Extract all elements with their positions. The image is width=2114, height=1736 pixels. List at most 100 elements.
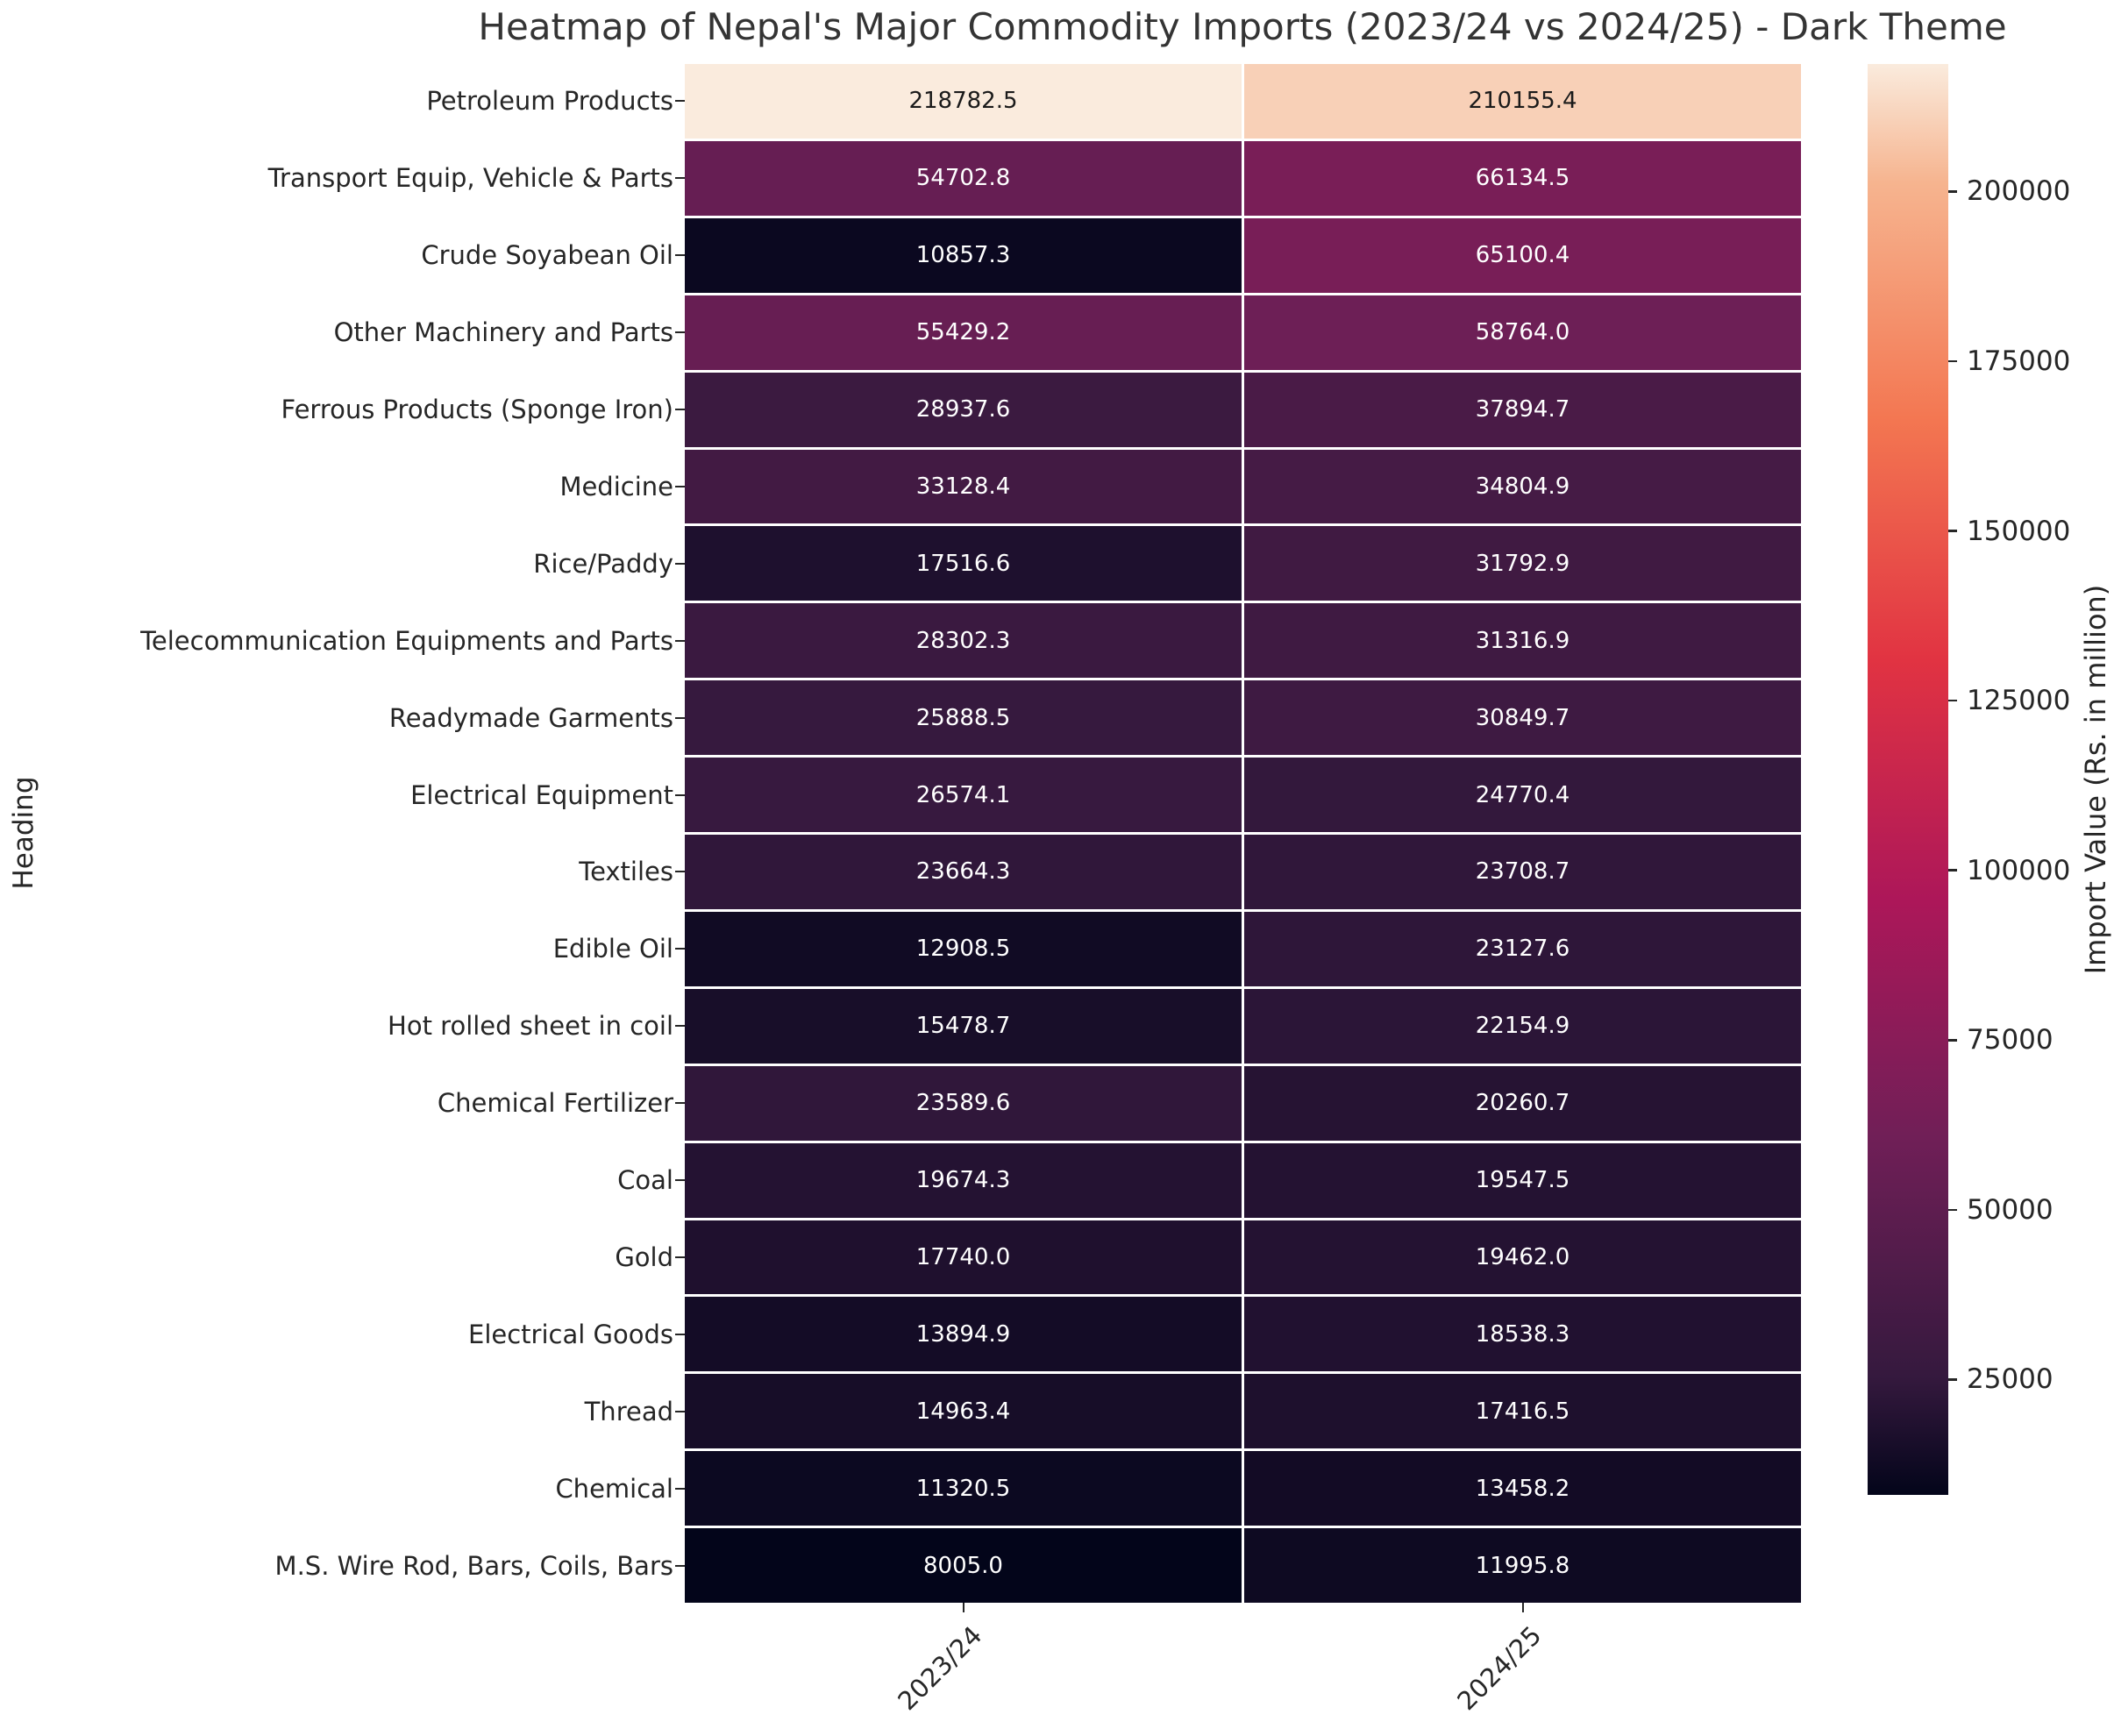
- row-label: Hot rolled sheet in coil: [388, 1011, 673, 1042]
- y-axis-tick: [675, 100, 685, 103]
- colorbar-tick-label: 150000: [1967, 515, 2071, 547]
- row-label: Rice/Paddy: [533, 548, 673, 579]
- heatmap-cell: 12908.5: [685, 911, 1242, 986]
- heatmap-cell: 13894.9: [685, 1297, 1242, 1372]
- y-axis-tick: [675, 409, 685, 411]
- heatmap-cell: 66134.5: [1244, 140, 1801, 216]
- y-axis-tick: [675, 1564, 685, 1567]
- colorbar-tick-label: 75000: [1967, 1024, 2053, 1057]
- colorbar-tick-label: 100000: [1967, 854, 2071, 886]
- y-axis-tick: [675, 562, 685, 565]
- row-label: Electrical Equipment: [410, 779, 673, 810]
- heatmap-cell: 25888.5: [685, 680, 1242, 756]
- y-axis-tick: [675, 1487, 685, 1490]
- heatmap-cell: 13458.2: [1244, 1451, 1801, 1526]
- y-axis-tick: [675, 485, 685, 487]
- x-tick-label: 2023/24: [892, 1620, 988, 1717]
- heatmap-cell: 65100.4: [1244, 217, 1801, 293]
- colorbar-label: Import Value (Rs. in million): [2079, 584, 2112, 975]
- x-axis-tick: [962, 1603, 964, 1612]
- row-label: Telecommunication Equipments and Parts: [140, 625, 673, 656]
- heatmap-cell: 26574.1: [685, 758, 1242, 832]
- row-label: Chemical Fertilizer: [437, 1088, 673, 1119]
- heatmap-cell: 23708.7: [1244, 835, 1801, 909]
- heatmap-cell: 11320.5: [685, 1451, 1242, 1526]
- row-label: Readymade Garments: [388, 702, 673, 733]
- heatmap-cell: 33128.4: [685, 449, 1242, 524]
- heatmap-cell: 210155.4: [1244, 64, 1801, 139]
- row-label: Petroleum Products: [426, 86, 673, 117]
- y-axis-tick: [675, 639, 685, 642]
- row-label: Edible Oil: [552, 934, 673, 964]
- row-label: Other Machinery and Parts: [333, 317, 673, 348]
- heatmap-cell: 55429.2: [685, 295, 1242, 370]
- y-axis-tick: [675, 331, 685, 334]
- y-axis-tick: [675, 1333, 685, 1335]
- colorbar-tick: [1948, 190, 1957, 193]
- x-axis-tick: [1521, 1603, 1524, 1612]
- row-label: Coal: [617, 1165, 673, 1196]
- heatmap-cell: 15478.7: [685, 988, 1242, 1064]
- colorbar-tick: [1948, 699, 1957, 702]
- colorbar-tick-label: 200000: [1967, 175, 2071, 208]
- row-label: Electrical Goods: [468, 1319, 673, 1349]
- colorbar-tick-label: 50000: [1967, 1193, 2053, 1226]
- row-label: M.S. Wire Rod, Bars, Coils, Bars: [274, 1550, 673, 1581]
- heatmap-cell: 23127.6: [1244, 911, 1801, 986]
- y-axis-tick: [675, 1102, 685, 1105]
- heatmap-cell: 34804.9: [1244, 449, 1801, 524]
- heatmap-cell: 19674.3: [685, 1142, 1242, 1218]
- row-label: Crude Soyabean Oil: [421, 240, 673, 271]
- heatmap-cell: 18538.3: [1244, 1297, 1801, 1372]
- heatmap-cell: 54702.8: [685, 140, 1242, 216]
- heatmap-cell: 37894.7: [1244, 372, 1801, 447]
- heatmap-cell: 19462.0: [1244, 1220, 1801, 1295]
- y-axis-tick: [675, 1410, 685, 1412]
- row-label: Ferrous Products (Sponge Iron): [281, 395, 673, 425]
- heatmap-cell: 20260.7: [1244, 1065, 1801, 1141]
- colorbar-tick: [1948, 359, 1957, 363]
- colorbar-tick: [1948, 530, 1957, 532]
- heatmap-cell: 17740.0: [685, 1220, 1242, 1295]
- heatmap-cell: 14963.4: [685, 1374, 1242, 1449]
- heatmap-cell: 31316.9: [1244, 603, 1801, 679]
- colorbar-tick: [1948, 1208, 1957, 1212]
- heatmap-cell: 28937.6: [685, 372, 1242, 447]
- heatmap-cell: 10857.3: [685, 217, 1242, 293]
- heatmap-cell: 23589.6: [685, 1065, 1242, 1141]
- y-axis-tick: [675, 716, 685, 719]
- row-label: Thread: [584, 1396, 673, 1427]
- y-axis-tick: [675, 1256, 685, 1258]
- row-label: Textiles: [579, 857, 673, 887]
- heatmap-cell: 31792.9: [1244, 526, 1801, 601]
- heatmap-cell: 218782.5: [685, 64, 1242, 139]
- heatmap-cell: 11995.8: [1244, 1528, 1801, 1603]
- heatmap-grid: 218782.5 210155.4 54702.8 66134.5 10857.3 651…: [685, 64, 1801, 1603]
- heatmap-cell: 30849.7: [1244, 680, 1801, 756]
- colorbar-tick: [1948, 869, 1957, 872]
- y-axis-tick: [675, 793, 685, 796]
- row-label: Gold: [615, 1242, 673, 1272]
- colorbar-tick: [1948, 1378, 1957, 1381]
- colorbar-tick-label: 175000: [1967, 345, 2071, 377]
- y-axis-tick: [675, 1179, 685, 1182]
- heatmap-cell: 28302.3: [685, 603, 1242, 679]
- heatmap-cell: 17516.6: [685, 526, 1242, 601]
- heatmap-cell: 19547.5: [1244, 1142, 1801, 1218]
- row-label: Medicine: [559, 471, 673, 502]
- y-axis-tick: [675, 948, 685, 950]
- heatmap-cell: 8005.0: [685, 1528, 1242, 1603]
- colorbar-tick-label: 25000: [1967, 1363, 2053, 1396]
- y-axis-tick: [675, 871, 685, 873]
- y-axis-tick: [675, 177, 685, 180]
- colorbar-tick: [1948, 1039, 1957, 1042]
- heatmap-cell: 58764.0: [1244, 295, 1801, 370]
- heatmap-cell: 23664.3: [685, 835, 1242, 909]
- heatmap-cell: 22154.9: [1244, 988, 1801, 1064]
- row-label: Transport Equip, Vehicle & Parts: [267, 163, 673, 194]
- row-label: Chemical: [555, 1473, 673, 1504]
- y-axis-tick: [675, 1025, 685, 1028]
- x-tick-label: 2024/25: [1451, 1620, 1548, 1717]
- heatmap-cell: 17416.5: [1244, 1374, 1801, 1449]
